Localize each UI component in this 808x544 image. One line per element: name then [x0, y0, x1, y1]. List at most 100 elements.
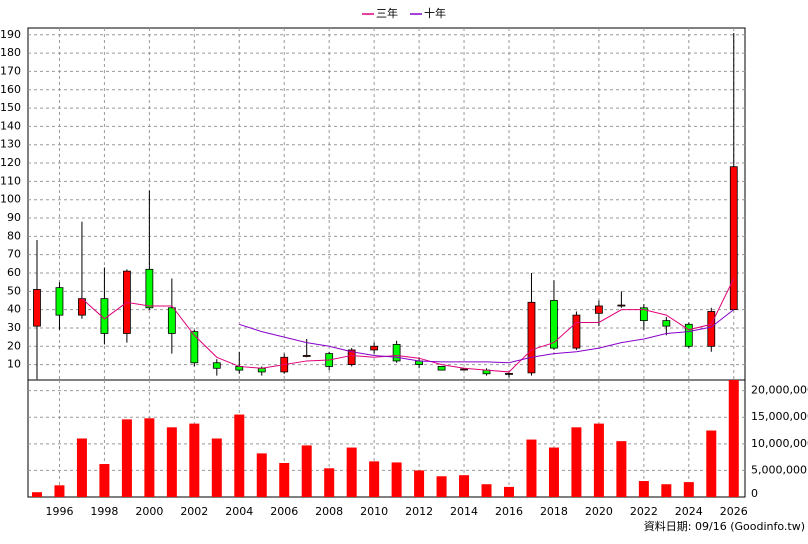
x-tick-label: 2020: [585, 505, 613, 518]
volume-bar: [728, 380, 739, 497]
legend-label: 三年: [376, 6, 398, 20]
volume-bar: [256, 453, 267, 497]
y2-tick-label: 10,000,000: [751, 437, 808, 450]
y-tick-label: 130: [0, 138, 21, 151]
candle-body: [550, 300, 558, 349]
y-tick-label: 10: [7, 358, 21, 371]
x-tick-label: 1996: [45, 505, 73, 518]
candle-body: [505, 373, 513, 375]
volume-bar: [503, 486, 514, 497]
volume-bar: [706, 430, 717, 497]
candle-body: [302, 355, 311, 357]
candle-body: [684, 323, 693, 347]
x-tick-label: 2014: [450, 505, 478, 518]
volume-bar: [391, 462, 402, 497]
x-tick-label: 2000: [135, 505, 163, 518]
volume-bar: [481, 484, 492, 497]
ma-line: [239, 309, 735, 364]
volume-bar: [616, 441, 627, 497]
x-tick-label: 2024: [675, 505, 703, 518]
candle-body: [595, 305, 603, 314]
volume-bar: [346, 447, 357, 497]
volume-bar: [661, 484, 672, 497]
volume-bar: [593, 423, 604, 497]
volume-bar: [414, 470, 425, 497]
volume-bar: [144, 418, 155, 497]
y2-tick-label: 20,000,000: [751, 384, 808, 397]
candle-body: [145, 268, 154, 309]
volume-bar: [76, 438, 87, 497]
volume-bar: [211, 438, 222, 497]
x-tick-label: 2016: [495, 505, 523, 518]
x-tick-label: 2026: [720, 505, 748, 518]
volume-bar: [683, 482, 694, 497]
candle-body: [527, 301, 536, 374]
volume-bar: [638, 481, 649, 497]
volume-bar: [54, 485, 65, 497]
x-tick-label: 2018: [540, 505, 568, 518]
x-tick-label: 2002: [180, 505, 208, 518]
volume-bar: [121, 419, 132, 497]
y-tick-label: 140: [0, 119, 21, 132]
volume-bar: [301, 445, 312, 497]
y-tick-label: 170: [0, 64, 21, 77]
candle-body: [437, 366, 446, 371]
volume-bar: [279, 462, 290, 497]
x-tick-label: 1998: [90, 505, 118, 518]
x-tick-label: 2006: [270, 505, 298, 518]
legend-label: 十年: [424, 6, 446, 20]
volume-bar: [436, 476, 447, 497]
y-tick-label: 120: [0, 156, 21, 169]
candle-body: [212, 362, 221, 369]
y-tick-label: 80: [7, 229, 21, 242]
candle-body: [167, 307, 176, 334]
y-tick-label: 100: [0, 193, 21, 206]
y2-tick-label: 5,000,000: [751, 463, 807, 476]
y-tick-label: 90: [7, 211, 21, 224]
x-tick-label: 2004: [225, 505, 253, 518]
x-tick-label: 2022: [630, 505, 658, 518]
x-tick-label: 2012: [405, 505, 433, 518]
y-tick-label: 70: [7, 248, 21, 261]
volume-bar: [189, 423, 200, 497]
annotation: 資料日期: 09/16 (Goodinfo.tw): [644, 519, 805, 533]
y-tick-label: 30: [7, 321, 21, 334]
candle-body: [347, 349, 356, 366]
y-tick-label: 40: [7, 303, 21, 316]
volume-bar: [166, 427, 177, 497]
y-tick-label: 110: [0, 174, 21, 187]
x-tick-label: 2008: [315, 505, 343, 518]
y2-tick-label: 0: [751, 487, 758, 500]
candle-body: [392, 344, 401, 362]
y-tick-label: 190: [0, 28, 21, 41]
volume-bar: [526, 439, 537, 497]
candle-body: [617, 304, 626, 307]
volume-bar: [548, 447, 559, 497]
candle-body: [572, 314, 581, 349]
volume-bar: [571, 427, 582, 497]
volume-bar: [99, 464, 110, 497]
y-tick-label: 160: [0, 83, 21, 96]
x-tick-label: 2010: [360, 505, 388, 518]
candle-body: [55, 287, 64, 316]
volume-bar: [31, 492, 42, 497]
y-tick-label: 50: [7, 284, 21, 297]
volume-bar: [324, 468, 335, 497]
candle-body: [639, 307, 648, 322]
candle-body: [33, 289, 41, 327]
y-tick-label: 60: [7, 266, 21, 279]
candle-body: [370, 345, 379, 351]
candle-body: [707, 311, 716, 347]
y2-tick-label: 15,000,000: [751, 410, 808, 423]
volume-bar: [369, 461, 380, 497]
y-tick-label: 180: [0, 46, 21, 59]
candle-body: [257, 367, 266, 373]
ma-line: [81, 278, 735, 373]
candle-body: [662, 320, 671, 327]
candle-body: [460, 368, 468, 371]
volume-bar: [234, 414, 245, 497]
volume-bar: [459, 475, 470, 497]
y-tick-label: 20: [7, 339, 21, 352]
plot-frame: [27, 27, 746, 498]
